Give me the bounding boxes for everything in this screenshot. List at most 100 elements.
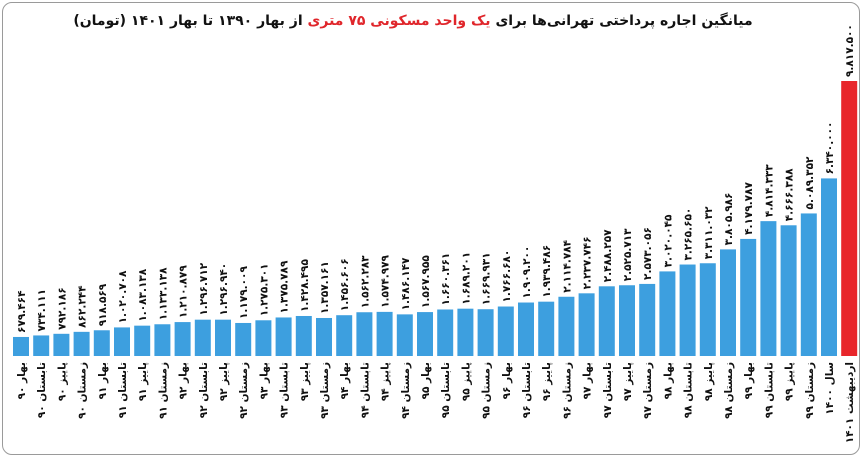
value-label-6: ۱.۰۸۳.۱۳۸: [137, 268, 149, 321]
bar-1: [33, 335, 50, 356]
category-label-28: بهار ۹۷: [582, 362, 594, 399]
value-label-8: ۱.۲۱۰.۸۷۹: [178, 265, 190, 318]
value-label-15: ۱.۳۵۷.۱۶۱: [319, 261, 331, 314]
value-label-40: ۶.۳۴۰.۰۰۰: [824, 122, 836, 175]
bar-37: [760, 221, 777, 356]
bar-23: [477, 309, 494, 356]
bar-10: [215, 319, 231, 356]
category-label-5: تابستان ۹۱: [117, 362, 129, 418]
value-label-19: ۱.۴۸۶.۱۴۷: [400, 257, 412, 310]
value-label-5: ۱.۰۲۰.۷۰۸: [117, 270, 129, 323]
bar-41: [841, 81, 858, 356]
category-label-18: پاییز ۹۴: [380, 362, 392, 401]
bar-26: [538, 301, 555, 356]
category-label-12: بهار ۹۳: [258, 362, 270, 399]
value-label-26: ۱.۹۳۹.۴۸۶: [541, 245, 553, 298]
value-label-30: ۲.۵۲۵.۷۱۳: [622, 228, 634, 281]
category-label-25: تابستان ۹۶: [521, 362, 533, 418]
bar-7: [154, 324, 171, 356]
bar-20: [417, 312, 433, 356]
category-label-0: بهار ۹۰: [16, 362, 28, 399]
category-label-41: اردیبهشت ۱۴۰۱: [844, 362, 856, 443]
value-label-21: ۱.۶۶۰.۳۶۱: [440, 253, 452, 306]
bar-27: [558, 296, 575, 356]
category-label-16: بهار ۹۴: [339, 362, 351, 399]
category-label-2: پاییز ۹۰: [56, 362, 68, 401]
bar-24: [497, 306, 514, 356]
category-label-34: پاییز ۹۸: [703, 362, 715, 401]
category-label-21: تابستان ۹۵: [440, 362, 452, 418]
bar-31: [639, 283, 656, 356]
bar-16: [336, 315, 353, 356]
category-label-22: پاییز ۹۵: [460, 362, 472, 401]
category-label-37: تابستان ۹۹: [763, 362, 775, 418]
value-label-9: ۱.۲۹۶.۷۱۲: [198, 262, 210, 315]
bar-8: [174, 322, 191, 356]
bar-12: [255, 320, 272, 356]
category-label-4: بهار ۹۱: [97, 362, 109, 399]
bar-32: [659, 271, 676, 356]
value-label-39: ۵.۰۸۹.۳۵۲: [804, 156, 816, 209]
value-label-36: ۴.۱۷۹.۷۸۷: [743, 181, 755, 234]
value-label-1: ۷۳۴.۱۱۱: [36, 289, 48, 331]
value-label-38: ۴.۶۶۶.۳۸۸: [784, 168, 796, 221]
bar-19: [396, 314, 413, 356]
category-label-3: زمستان ۹۰: [77, 362, 89, 419]
category-label-11: زمستان ۹۲: [238, 362, 250, 419]
category-label-7: زمستان ۹۱: [157, 362, 169, 419]
category-label-32: بهار ۹۸: [662, 362, 674, 399]
category-label-40: سال ۱۴۰۰: [824, 362, 836, 415]
bar-21: [437, 309, 454, 356]
value-label-10: ۱.۲۹۶.۹۴۰: [218, 263, 230, 316]
value-label-12: ۱.۲۷۵.۳۰۱: [258, 263, 270, 316]
value-label-18: ۱.۵۷۴.۹۷۹: [380, 254, 392, 307]
value-label-7: ۱.۱۳۳.۱۳۸: [157, 267, 169, 320]
value-label-3: ۸۶۲.۲۴۴: [77, 285, 89, 328]
category-label-20: بهار ۹۵: [420, 362, 432, 399]
bar-13: [275, 317, 292, 356]
category-label-35: زمستان ۹۸: [723, 362, 735, 419]
bar-39: [800, 213, 817, 356]
category-label-9: تابستان ۹۲: [198, 362, 210, 418]
value-label-24: ۱.۷۶۶.۶۸۰: [501, 250, 513, 303]
category-label-39: زمستان ۹۹: [804, 362, 816, 419]
bar-14: [295, 315, 312, 356]
category-label-15: زمستان ۹۳: [319, 362, 331, 419]
bar-17: [356, 312, 373, 356]
bar-35: [720, 249, 736, 356]
category-label-13: تابستان ۹۳: [279, 362, 291, 418]
value-label-41: ۹.۸۱۷.۵۰۰: [844, 24, 856, 77]
value-label-27: ۲.۱۱۴.۷۸۴: [561, 239, 573, 292]
bar-36: [740, 238, 757, 356]
category-label-19: زمستان ۹۴: [400, 362, 412, 419]
category-label-38: پاییز ۹۹: [784, 362, 796, 401]
value-label-20: ۱.۵۶۷.۹۵۵: [420, 255, 432, 308]
category-label-36: بهار ۹۹: [743, 362, 755, 399]
bar-30: [619, 285, 635, 356]
value-label-22: ۱.۶۸۹.۲۰۱: [460, 252, 472, 305]
value-label-13: ۱.۳۷۵.۷۸۹: [279, 260, 291, 313]
category-label-8: بهار ۹۲: [178, 362, 190, 399]
value-label-25: ۱.۹۰۹.۲۰۰: [521, 246, 533, 299]
bar-chart: ۶۷۹.۴۶۴ بهار ۹۰ ۷۳۴.۱۱۱ تابستان ۹۰ ۷۹۲.۱۸۶ پا…: [13, 24, 858, 443]
bar-22: [457, 308, 474, 356]
value-label-23: ۱.۶۶۹.۹۳۱: [481, 252, 493, 305]
value-label-35: ۳.۸۰۵.۹۸۶: [723, 193, 735, 246]
chart-title-part2: از بهار ۱۳۹۰ تا بهار ۱۴۰۱ (تومان): [73, 13, 303, 29]
value-label-4: ۹۱۸.۵۶۹: [97, 283, 109, 326]
bar-40: [821, 178, 837, 356]
value-label-28: ۲.۲۳۷.۷۴۶: [582, 236, 594, 289]
bar-34: [699, 263, 716, 356]
bar-11: [235, 322, 252, 356]
category-label-10: پاییز ۹۲: [218, 362, 230, 401]
bar-18: [376, 311, 393, 356]
value-label-17: ۱.۵۶۲.۲۸۳: [359, 255, 371, 308]
value-label-0: ۶۷۹.۴۶۴: [16, 290, 28, 333]
chart-title: میانگین اجاره پرداختی تهرانی‌ها برای یک …: [3, 13, 823, 29]
bar-15: [316, 317, 332, 356]
category-label-14: پاییز ۹۳: [299, 362, 311, 401]
value-label-31: ۲.۵۷۳.۰۵۶: [642, 227, 654, 280]
category-label-23: زمستان ۹۵: [481, 362, 493, 419]
value-label-37: ۴.۸۱۴.۳۳۳: [763, 164, 775, 217]
chart-title-highlight: یک واحد مسکونی ۷۵ متری: [307, 13, 491, 29]
